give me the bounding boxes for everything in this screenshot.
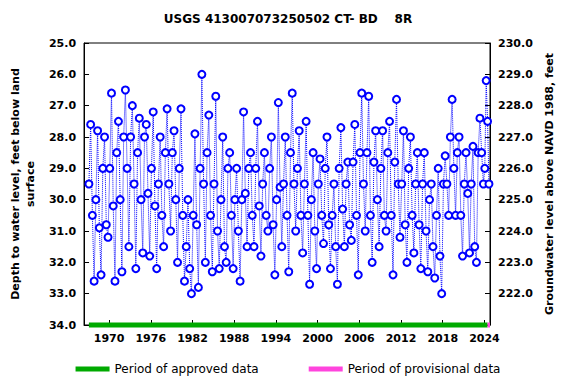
svg-text:26.0: 26.0 — [49, 68, 76, 81]
svg-text:28.0: 28.0 — [49, 131, 76, 144]
svg-text:29.0: 29.0 — [49, 162, 76, 175]
svg-text:34.0: 34.0 — [49, 319, 76, 332]
svg-text:USGS 413007073250502 CT- BD: USGS 413007073250502 CT- BD 8R — [164, 12, 412, 26]
svg-text:2000: 2000 — [302, 332, 333, 345]
svg-text:Period of provisional data: Period of provisional data — [348, 362, 501, 376]
svg-text:31.0: 31.0 — [49, 225, 76, 238]
svg-text:2018: 2018 — [427, 332, 458, 345]
svg-text:223.0: 223.0 — [498, 256, 533, 269]
svg-text:2012: 2012 — [386, 332, 417, 345]
svg-text:1976: 1976 — [135, 332, 166, 345]
svg-text:230.0: 230.0 — [498, 37, 533, 50]
svg-text:224.0: 224.0 — [498, 225, 533, 238]
svg-text:227.0: 227.0 — [498, 131, 533, 144]
svg-text:surface: surface — [24, 161, 37, 207]
svg-text:25.0: 25.0 — [49, 37, 76, 50]
svg-text:2024: 2024 — [469, 332, 500, 345]
svg-text:33.0: 33.0 — [49, 287, 76, 300]
svg-text:Depth to water level, feet bel: Depth to water level, feet below land — [9, 68, 22, 300]
svg-text:2006: 2006 — [344, 332, 375, 345]
svg-text:Period of approved data: Period of approved data — [115, 362, 259, 376]
svg-text:222.0: 222.0 — [498, 287, 533, 300]
svg-text:30.0: 30.0 — [49, 193, 76, 206]
svg-text:229.0: 229.0 — [498, 68, 533, 81]
svg-text:1994: 1994 — [261, 332, 292, 345]
svg-text:1970: 1970 — [94, 332, 125, 345]
svg-text:225.0: 225.0 — [498, 193, 533, 206]
svg-text:27.0: 27.0 — [49, 99, 76, 112]
svg-text:1988: 1988 — [219, 332, 250, 345]
svg-text:32.0: 32.0 — [49, 256, 76, 269]
svg-text:1982: 1982 — [177, 332, 208, 345]
svg-text:228.0: 228.0 — [498, 99, 533, 112]
svg-text:Groundwater level above NAVD 1: Groundwater level above NAVD 1988, feet — [543, 53, 556, 315]
svg-text:226.0: 226.0 — [498, 162, 533, 175]
